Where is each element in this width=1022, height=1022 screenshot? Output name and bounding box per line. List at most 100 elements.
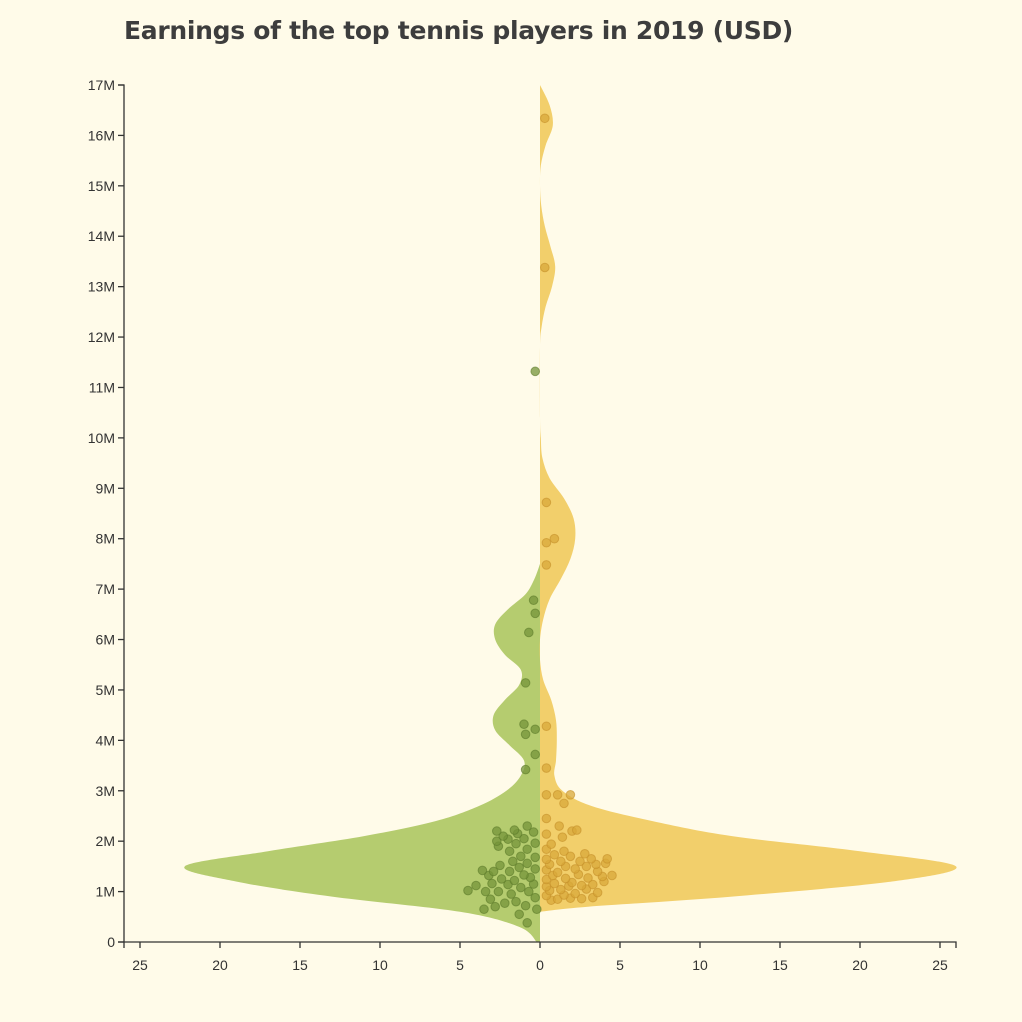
data-point: [552, 867, 563, 878]
y-tick-label: 7M: [96, 581, 115, 597]
data-point: [541, 813, 552, 824]
data-point: [516, 882, 526, 893]
data-point: [511, 838, 521, 849]
data-points: [463, 113, 617, 928]
data-point: [514, 909, 525, 920]
x-tick-label: 20: [212, 957, 228, 973]
y-tick-label: 15M: [88, 178, 115, 194]
x-tick-label: 5: [616, 957, 624, 973]
data-point: [522, 821, 533, 831]
data-point: [541, 497, 552, 508]
data-point: [509, 875, 520, 886]
data-point: [541, 854, 552, 865]
y-axis-line: [118, 84, 125, 943]
data-point: [572, 825, 582, 835]
data-point: [520, 678, 531, 688]
data-point: [471, 880, 481, 891]
y-tick-label: 14M: [88, 228, 115, 244]
y-tick-label: 1M: [96, 884, 115, 900]
data-point: [540, 262, 550, 273]
data-point: [532, 904, 542, 915]
data-point: [560, 873, 571, 884]
data-point: [520, 729, 531, 740]
data-point: [559, 798, 569, 809]
y-tick-label: 9M: [96, 480, 115, 496]
data-point: [530, 366, 541, 377]
x-tick-label: 10: [372, 957, 388, 973]
data-point: [530, 724, 541, 735]
data-point: [520, 764, 531, 775]
data-point: [541, 763, 552, 773]
data-point: [496, 874, 507, 884]
data-point: [541, 537, 552, 548]
data-point: [541, 560, 552, 570]
y-tick-label: 11M: [89, 379, 115, 395]
data-point: [500, 898, 510, 908]
data-point: [556, 856, 566, 867]
data-point: [524, 886, 534, 897]
data-point: [495, 860, 505, 871]
data-point: [488, 866, 499, 877]
data-point: [530, 749, 541, 760]
y-axis: 0 1M 2M 3M 4M 5M 6M 7M 8M 9M 10M 11M 12M 13M 14M 15M 16M…: [88, 77, 125, 950]
data-point: [492, 836, 502, 846]
data-point: [540, 113, 550, 124]
x-tick-label: 0: [536, 957, 544, 973]
data-point: [570, 888, 581, 899]
data-point: [509, 825, 520, 835]
y-tick-label: 10M: [88, 430, 115, 446]
data-point: [570, 864, 581, 874]
data-point: [516, 851, 526, 862]
y-tick-label: 3M: [96, 783, 115, 799]
data-point: [530, 892, 541, 903]
data-point: [530, 864, 541, 874]
x-tick-label: 15: [772, 957, 788, 973]
data-point: [586, 854, 597, 864]
violin-right: [539, 85, 957, 912]
data-point: [514, 862, 525, 873]
x-axis: 25 20 15 10 5 0 5 10 15 20 25: [123, 941, 957, 973]
data-point: [549, 533, 560, 544]
data-point: [559, 846, 569, 857]
y-tick-label: 16M: [88, 127, 115, 143]
data-point: [565, 851, 576, 862]
x-tick-label: 10: [692, 957, 708, 973]
data-point: [602, 854, 613, 864]
data-point: [592, 887, 603, 898]
data-point: [557, 832, 568, 842]
data-point: [554, 821, 565, 831]
data-point: [519, 719, 529, 730]
data-point: [607, 870, 617, 881]
data-point: [530, 838, 541, 848]
data-point: [546, 839, 557, 850]
y-tick-label: 12M: [88, 329, 115, 345]
y-tick-label: 13M: [88, 279, 115, 295]
violin-areas: [184, 85, 957, 942]
data-point: [565, 789, 576, 800]
x-tick-label: 25: [932, 957, 948, 973]
data-point: [504, 846, 515, 857]
data-point: [581, 861, 592, 872]
data-point: [580, 848, 590, 859]
data-point: [583, 873, 593, 883]
data-point: [576, 893, 587, 904]
data-point: [522, 844, 533, 855]
data-point: [519, 870, 529, 880]
data-point: [556, 884, 566, 895]
y-tick-label: 2M: [96, 833, 115, 849]
y-tick-label: 17M: [88, 77, 115, 93]
data-point: [493, 886, 504, 897]
data-point: [522, 918, 533, 928]
data-point: [477, 865, 488, 876]
data-point: [463, 885, 473, 896]
data-point: [520, 900, 531, 911]
y-tick-label: 5M: [96, 682, 115, 698]
data-point: [528, 595, 539, 606]
data-point: [530, 608, 541, 619]
data-point: [528, 827, 539, 837]
data-point: [552, 789, 563, 800]
data-point: [530, 852, 541, 863]
data-point: [508, 856, 518, 867]
chart-title: Earnings of the top tennis players in 20…: [124, 16, 794, 45]
data-point: [504, 866, 515, 877]
